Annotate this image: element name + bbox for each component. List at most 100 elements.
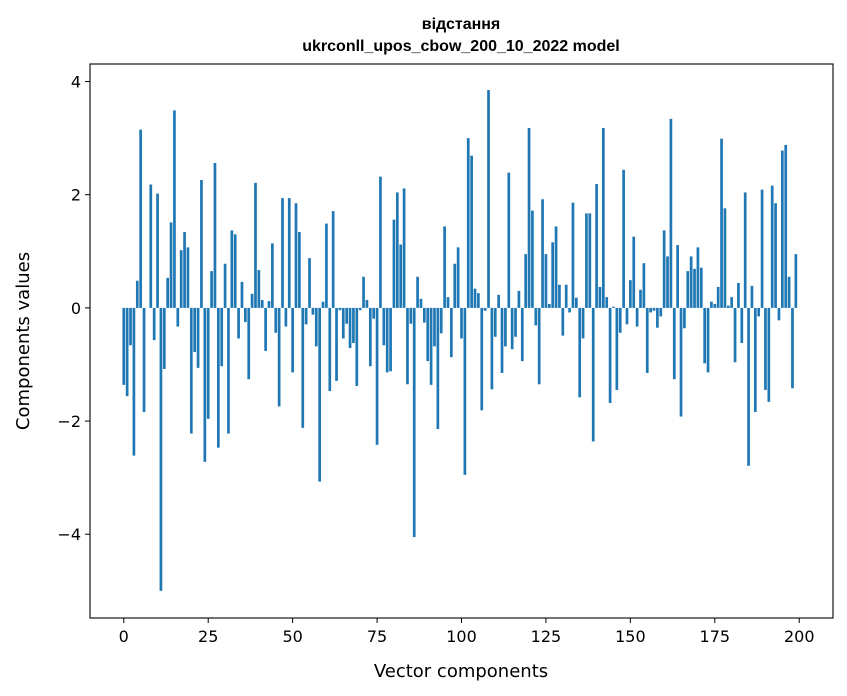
bar-128 — [554, 226, 558, 308]
bar-155 — [645, 307, 649, 373]
bar-78 — [385, 307, 389, 373]
bar-184 — [743, 192, 747, 308]
bar-5 — [139, 129, 143, 308]
bar-112 — [500, 307, 504, 373]
bar-90 — [426, 307, 430, 362]
bar-15 — [173, 110, 176, 308]
bar-54 — [304, 307, 308, 325]
bar-22 — [196, 307, 200, 368]
bar-32 — [230, 230, 234, 308]
x-tick-label: 150 — [615, 627, 646, 646]
y-tick-label: 4 — [71, 73, 81, 92]
bar-106 — [480, 307, 484, 411]
y-tick-label: 0 — [71, 299, 81, 318]
x-tick-label: 25 — [198, 627, 218, 646]
bar-65 — [341, 307, 345, 339]
bar-39 — [254, 182, 257, 308]
bar-51 — [294, 203, 298, 308]
bar-59 — [321, 301, 325, 308]
bar-28 — [216, 307, 220, 448]
bar-48 — [284, 307, 288, 327]
bar-120 — [527, 127, 531, 308]
bar-99 — [456, 247, 460, 308]
bar-95 — [443, 226, 446, 308]
bar-134 — [574, 297, 578, 308]
bar-68 — [352, 307, 355, 343]
bar-67 — [348, 307, 352, 349]
bar-49 — [287, 198, 291, 308]
bar-94 — [439, 307, 443, 334]
chart-title-line1: відстання — [422, 16, 501, 33]
bar-123 — [537, 307, 541, 385]
bar-174 — [710, 301, 713, 308]
bar-42 — [264, 307, 267, 351]
bar-98 — [453, 263, 457, 308]
bar-24 — [203, 307, 207, 462]
bar-35 — [240, 281, 244, 308]
bar-150 — [629, 280, 632, 308]
bar-38 — [250, 293, 254, 308]
bar-181 — [733, 307, 737, 363]
bar-18 — [183, 232, 186, 308]
bar-195 — [780, 150, 784, 308]
bar-4 — [135, 280, 139, 308]
bar-126 — [547, 303, 551, 308]
bar-76 — [379, 176, 382, 308]
bar-176 — [716, 286, 720, 308]
bar-23 — [200, 180, 203, 308]
bar-188 — [757, 307, 761, 317]
bar-180 — [730, 297, 734, 308]
bar-196 — [784, 144, 788, 308]
bar-115 — [510, 307, 514, 350]
bar-105 — [477, 293, 480, 308]
bar-151 — [632, 236, 636, 308]
bar-57 — [314, 307, 318, 347]
bar-0 — [122, 307, 126, 385]
bar-31 — [227, 307, 230, 434]
bar-147 — [618, 307, 622, 333]
bar-137 — [585, 213, 588, 308]
bar-25 — [206, 307, 210, 419]
bar-122 — [534, 307, 538, 326]
bar-109 — [490, 307, 494, 390]
bar-12 — [162, 307, 166, 370]
bar-160 — [662, 230, 666, 308]
y-tick-label: −2 — [57, 412, 81, 431]
bar-153 — [639, 289, 642, 308]
bar-135 — [578, 307, 582, 398]
bar-169 — [693, 268, 696, 308]
bar-190 — [764, 307, 767, 390]
bar-92 — [433, 307, 436, 347]
bar-71 — [362, 276, 365, 308]
bar-179 — [726, 305, 730, 308]
x-tick-label: 75 — [367, 627, 387, 646]
bar-168 — [689, 256, 693, 308]
bar-13 — [166, 277, 170, 308]
bar-62 — [331, 211, 335, 308]
bar-55 — [308, 258, 311, 308]
bar-19 — [186, 247, 190, 308]
bar-1 — [125, 307, 129, 397]
bar-61 — [328, 307, 332, 392]
bar-129 — [558, 284, 561, 308]
bar-6 — [142, 307, 146, 413]
bar-197 — [787, 276, 791, 308]
bar-11 — [159, 307, 163, 591]
bar-140 — [595, 183, 598, 308]
bar-56 — [311, 307, 315, 315]
bar-178 — [723, 208, 727, 308]
bar-87 — [416, 276, 419, 308]
x-tick-label: 0 — [119, 627, 129, 646]
bar-146 — [615, 307, 619, 390]
bar-165 — [679, 307, 683, 417]
bar-27 — [213, 163, 217, 308]
bar-163 — [672, 307, 676, 380]
bar-158 — [656, 307, 659, 328]
bar-103 — [470, 155, 473, 308]
bar-93 — [436, 307, 440, 429]
bar-21 — [193, 307, 197, 353]
bar-175 — [713, 303, 717, 308]
bar-187 — [753, 307, 757, 413]
bar-186 — [750, 285, 754, 308]
bar-119 — [524, 254, 528, 308]
